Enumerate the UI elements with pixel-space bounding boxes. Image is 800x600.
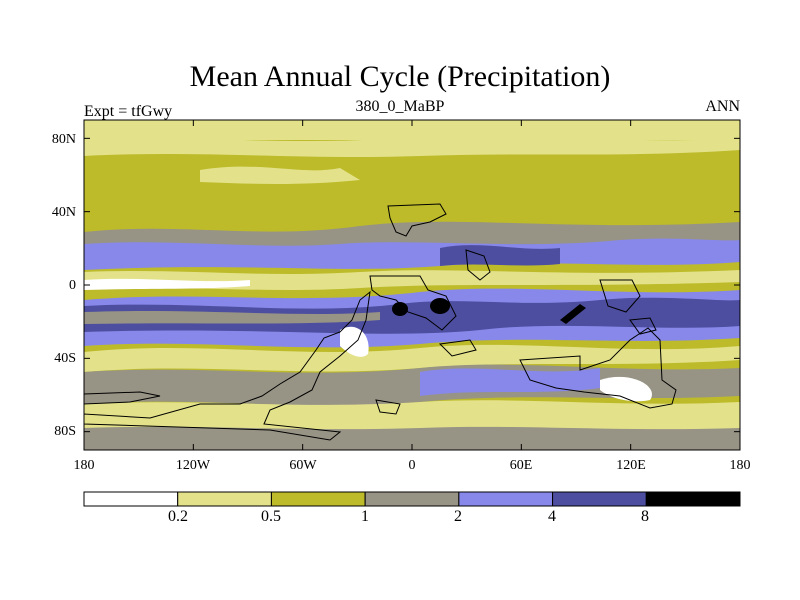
y-tick-label-80s: 80S (54, 424, 76, 439)
x-tick-label-60w: 60W (289, 458, 317, 473)
x-tick-label-0: 0 (408, 458, 416, 473)
season-label: ANN (705, 98, 740, 115)
field-north-patch (200, 166, 360, 184)
x-tick-label-180w: 180 (73, 458, 95, 473)
field-north-dry (84, 134, 740, 157)
colorbar-swatch-3 (364, 491, 460, 507)
colorbar-label-0: 0.2 (168, 508, 188, 525)
y-tick-label-0: 0 (69, 278, 76, 293)
coast-south-small (375, 399, 401, 415)
colorbar-label-2: 1 (361, 508, 369, 525)
precip-field (84, 120, 740, 450)
experiment-label: Expt = tfGwy (84, 103, 173, 120)
colorbar-swatch-6 (645, 491, 741, 507)
y-tick-label-40s: 40S (54, 351, 76, 366)
axis-ticks (83, 120, 741, 450)
field-south-wet (420, 368, 600, 396)
plot-title: Mean Annual Cycle (Precipitation) (189, 60, 611, 93)
field-arctic (84, 120, 740, 140)
colorbar (83, 491, 741, 507)
field-extreme-2 (430, 298, 450, 314)
colorbar-label-4: 4 (548, 508, 556, 525)
colorbar-swatch-0 (83, 491, 179, 507)
colorbar-swatch-4 (458, 491, 554, 507)
field-south-dry (84, 400, 740, 436)
coast-central-small (438, 339, 477, 357)
colorbar-swatch-1 (177, 491, 272, 507)
coast-central-continent (369, 275, 457, 331)
x-tick-label-60e: 60E (509, 458, 533, 473)
field-subtrop-south (84, 344, 740, 372)
coast-east-island (599, 279, 641, 313)
field-antarctic (84, 426, 740, 450)
coast-north-island (465, 249, 491, 281)
field-equator-inner (84, 311, 380, 324)
field-desert-north (84, 278, 250, 290)
y-tick-label-40n: 40N (51, 205, 76, 220)
field-north-wet (84, 238, 740, 270)
field-extreme-3 (560, 304, 586, 324)
colorbar-label-5: 8 (641, 508, 649, 525)
colorbar-swatch-5 (552, 491, 647, 507)
coast-southern-east (519, 327, 677, 409)
plot-subtitle: 380_0_MaBP (355, 98, 445, 115)
coastlines (83, 203, 677, 441)
field-equator-verywet (84, 297, 740, 334)
x-tick-label-120w: 120W (175, 458, 211, 473)
x-tick-label-120e: 120E (616, 458, 646, 473)
colorbar-label-3: 2 (454, 508, 462, 525)
colorbar-swatch-2 (270, 491, 366, 507)
y-tick-label-80n: 80N (51, 132, 76, 147)
x-tick-label-180e: 180 (729, 458, 751, 473)
field-extreme-1 (392, 302, 408, 316)
coast-east-small (629, 317, 657, 335)
field-north-verywet (440, 245, 560, 266)
coast-north-continent (387, 203, 447, 237)
colorbar-label-1: 0.5 (261, 508, 281, 525)
